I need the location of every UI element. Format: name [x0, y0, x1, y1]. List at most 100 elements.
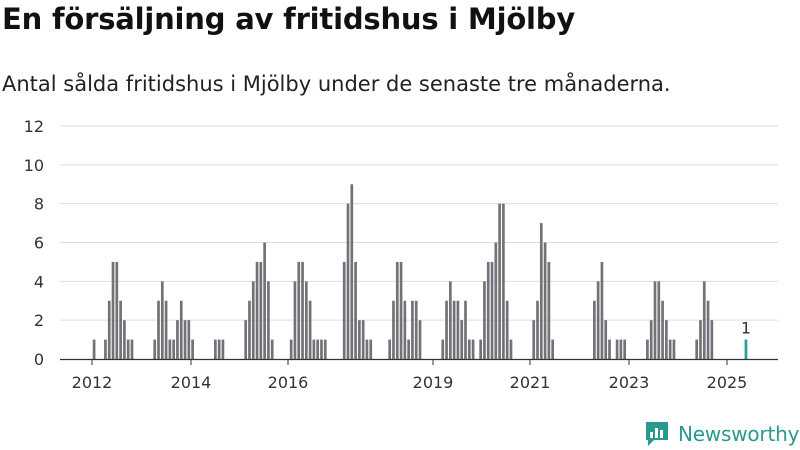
bar: [672, 339, 676, 359]
bar: [388, 339, 392, 359]
bar: [312, 339, 316, 359]
y-tick-label: 8: [34, 195, 44, 214]
bar: [263, 242, 266, 359]
bar: [123, 320, 126, 359]
bar: [460, 320, 464, 359]
bar: [392, 300, 395, 359]
bar: [502, 203, 505, 359]
bar: [483, 281, 486, 359]
bar: [301, 261, 304, 359]
bar: [623, 339, 627, 359]
bar: [164, 300, 168, 359]
bar: [547, 261, 551, 359]
brand-name: Newsworthy: [678, 422, 800, 446]
bar: [248, 300, 251, 359]
bar: [615, 339, 619, 359]
bar: [369, 339, 373, 359]
bar: [539, 223, 543, 359]
bar: [320, 339, 323, 359]
bar: [191, 339, 194, 359]
bar: [494, 242, 498, 359]
bar: [490, 261, 494, 359]
bar: [418, 320, 422, 359]
bar: [259, 261, 263, 359]
bar: [695, 339, 699, 359]
bar: [323, 339, 327, 359]
x-tick-label: 2014: [171, 373, 212, 392]
x-tick-label: 2019: [413, 373, 454, 392]
bar: [661, 300, 664, 359]
bar: [346, 203, 350, 359]
bar: [176, 320, 179, 359]
bar: [308, 300, 312, 359]
bar: [646, 339, 649, 359]
bar: [172, 339, 176, 359]
bar: [456, 300, 460, 359]
bar: [316, 339, 320, 359]
bar: [619, 339, 623, 359]
bar: [214, 339, 217, 359]
bar: [452, 300, 456, 359]
bar: [498, 203, 501, 359]
bar: [111, 261, 115, 359]
bar: [365, 339, 369, 359]
bar: [130, 339, 134, 359]
chart-subtitle: Antal sålda fritidshus i Mjölby under de…: [2, 72, 671, 96]
bar: [221, 339, 225, 359]
bar: [699, 320, 702, 359]
bar: [441, 339, 445, 359]
bar: [354, 261, 357, 359]
bar: [665, 320, 668, 359]
bar: [179, 300, 183, 359]
y-tick-label: 2: [34, 311, 44, 330]
data-label: 1: [741, 319, 751, 338]
bar: [119, 300, 122, 359]
bar: [649, 320, 653, 359]
y-tick-label: 10: [24, 156, 44, 175]
bar: [153, 339, 157, 359]
bar: [596, 281, 600, 359]
bar: [255, 261, 259, 359]
bar: [251, 281, 255, 359]
bar: [702, 281, 706, 359]
bar: [505, 300, 509, 359]
bar: [407, 339, 410, 359]
bar: [593, 300, 596, 359]
bar: [399, 261, 403, 359]
bar: [115, 261, 119, 359]
bar: [464, 300, 467, 359]
bar: [183, 320, 187, 359]
bar: [395, 261, 399, 359]
bar: [536, 300, 539, 359]
bar: [104, 339, 107, 359]
bar-highlight: [744, 339, 748, 359]
bar: [706, 300, 710, 359]
bar: [543, 242, 547, 359]
bar: [168, 339, 172, 359]
chart-title: En försäljning av fritidshus i Mjölby: [2, 2, 576, 36]
bar: [532, 320, 536, 359]
bar: [448, 281, 452, 359]
bar: [486, 261, 490, 359]
bar: [267, 281, 270, 359]
bar: [270, 339, 274, 359]
bar: [403, 300, 407, 359]
y-tick-label: 6: [34, 234, 44, 253]
bar: [653, 281, 657, 359]
bar: [217, 339, 221, 359]
x-tick-label: 2025: [707, 373, 748, 392]
newsworthy-logo: Newsworthy: [644, 420, 799, 448]
newsworthy-icon: [646, 422, 668, 446]
bar: [604, 320, 608, 359]
bar: [304, 281, 308, 359]
bar: [467, 339, 471, 359]
bar: [92, 339, 96, 359]
x-tick-label: 2021: [510, 373, 551, 392]
bar: [342, 261, 346, 359]
bar: [668, 339, 672, 359]
bar: [297, 261, 301, 359]
bar: [126, 339, 130, 359]
bar: [358, 320, 361, 359]
bar: [445, 300, 448, 359]
